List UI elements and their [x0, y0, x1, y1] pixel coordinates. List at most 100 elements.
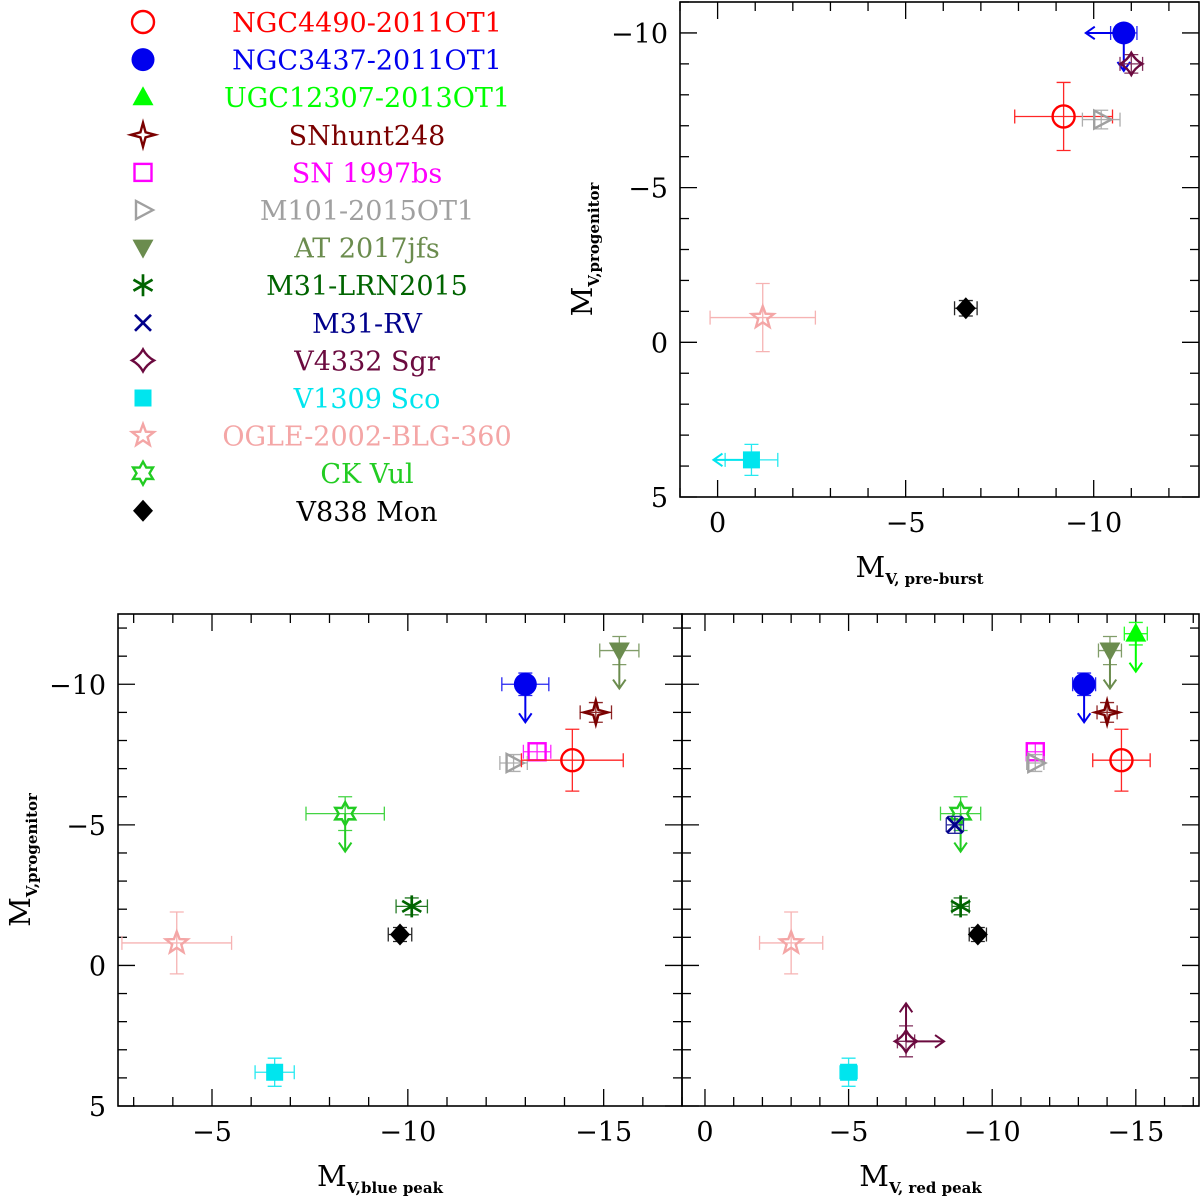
legend-item-ngc4490-2011ot1: NGC4490-2011OT1: [130, 8, 502, 39]
y-error-bar: [565, 728, 580, 792]
legend-item-m31-rv: M31-RV: [134, 309, 422, 340]
y-error-bar: [755, 282, 770, 353]
marker-ngc3437-2011ot1: [1112, 21, 1136, 45]
legend-item-m31-lrn2015: M31-LRN2015: [132, 271, 468, 302]
y-error-bar: [1114, 728, 1129, 792]
panel-pre-burst: 0 −5 −10 5 0 −5 −10 MV, pre-burst MV,progenitor: [565, 1, 1200, 588]
panel-red-peak: 0 −5 −10 −15 MV, red peak: [681, 613, 1200, 1197]
legend-label-v838-mon: V838 Mon: [296, 497, 438, 528]
y-tick-label: 0: [89, 951, 106, 982]
data-point-v1309-sco: [711, 443, 779, 476]
legend-marker-at-2017jfs: [132, 239, 154, 259]
legend-marker-v838-mon: [133, 499, 153, 522]
data-point-ngc3437-2011ot1: [1071, 672, 1097, 725]
y-tick-label: −10: [611, 19, 668, 50]
data-point-ngc4490-2011ot1: [520, 728, 624, 792]
panel-blue-peak: −5 −10 −15 5 0 −5 −10 MV,blue peak MV,progenitor: [3, 613, 683, 1197]
axis-ticks: [679, 1, 1199, 498]
legend-label-ck-vul: CK Vul: [320, 459, 413, 490]
limit-arrow-up: [898, 1001, 914, 1042]
x-tick-label: −5: [192, 1117, 232, 1148]
data-point-m101-2015ot1: [1026, 752, 1048, 774]
marker-v1309-sco: [840, 1063, 858, 1081]
y-axis-title: MV,progenitor: [3, 792, 41, 927]
legend-item-v4332-sgr: V4332 Sgr: [129, 346, 440, 377]
marker-snhunt248: [579, 695, 613, 730]
legend-marker-ngc4490-2011ot1: [130, 9, 156, 35]
data-point-v838-mon: [967, 923, 988, 946]
marker-ugc12307-2013ot1: [1125, 622, 1147, 642]
x-tick-label: −5: [829, 1117, 869, 1148]
marker-ngc4490-2011ot1: [560, 747, 585, 773]
data-point-m31-lrn2015: [950, 895, 971, 918]
data-point-v838-mon: [953, 297, 978, 320]
data-point-ck-vul: [305, 796, 385, 854]
marker-ngc3437-2011ot1: [513, 672, 537, 696]
limit-arrow-right: [906, 1034, 946, 1049]
data-point-ogle-2002-blg-360: [758, 911, 824, 975]
x-axis-title: MV, pre-burst: [856, 550, 984, 588]
legend-marker-ogle-2002-blg-360: [128, 420, 158, 448]
x-tick-label: 0: [696, 1117, 713, 1148]
marker-ck-vul: [333, 799, 358, 828]
data-point-sn-1997bs: [522, 742, 552, 762]
marker-v838-mon: [955, 297, 976, 320]
y-error-bar: [1056, 81, 1071, 152]
y-tick-label: 5: [651, 483, 668, 514]
legend-label-m31-lrn2015: M31-LRN2015: [266, 271, 468, 302]
legend-item-at-2017jfs: AT 2017jfs: [132, 234, 440, 265]
y-axis-title: MV,progenitor: [565, 181, 603, 316]
x-tick-label: −15: [575, 1117, 632, 1148]
data-point-ogle-2002-blg-360: [709, 282, 817, 353]
x-tick-label: −10: [1065, 508, 1122, 539]
marker-v838-mon: [390, 923, 410, 946]
marker-v1309-sco: [742, 451, 760, 469]
legend-marker-ugc12307-2013ot1: [132, 86, 154, 106]
legend-item-v838-mon: V838 Mon: [133, 497, 437, 528]
marker-m101-2015ot1: [1027, 752, 1048, 774]
data-point-v838-mon: [387, 923, 413, 946]
x-axis-title: MV, red peak: [859, 1159, 982, 1197]
legend-label-v4332-sgr: V4332 Sgr: [293, 346, 440, 377]
data-point-m101-2015ot1: [499, 752, 528, 774]
y-tick-label: −10: [49, 670, 106, 701]
limit-arrow-down: [338, 813, 353, 854]
data-point-ogle-2002-blg-360: [121, 911, 233, 975]
marker-ogle-2002-blg-360: [162, 927, 191, 956]
legend-marker-v1309-sco: [134, 389, 152, 407]
marker-ngc3437-2011ot1: [1072, 672, 1096, 696]
data-point-at-2017jfs: [1097, 635, 1123, 691]
legend-marker-ck-vul: [130, 459, 156, 488]
legend-item-sn-1997bs: SN 1997bs: [133, 158, 443, 189]
legend-item-ugc12307-2013ot1: UGC12307-2013OT1: [132, 83, 510, 114]
data-point-m31-lrn2015: [395, 895, 429, 918]
marker-m31-rv: [945, 815, 964, 834]
legend-item-ngc3437-2011ot1: NGC3437-2011OT1: [131, 46, 502, 77]
marker-m31-lrn2015: [401, 895, 422, 918]
marker-v838-mon: [967, 923, 988, 946]
x-axis-title: MV,blue peak: [317, 1159, 444, 1197]
legend-label-snhunt248: SNhunt248: [289, 121, 446, 152]
legend-label-sn-1997bs: SN 1997bs: [292, 158, 443, 189]
data-point-v4332-sgr: [1117, 50, 1145, 78]
legend-marker-m31-lrn2015: [132, 274, 154, 297]
legend-item-m101-2015ot1: M101-2015OT1: [134, 196, 474, 227]
x-tick-label: 0: [709, 508, 726, 539]
x-tick-label: −10: [379, 1117, 436, 1148]
data-point-ngc4490-2011ot1: [1014, 81, 1114, 152]
x-tick-label: −5: [886, 508, 926, 539]
legend-label-ngc4490-2011ot1: NGC4490-2011OT1: [232, 8, 502, 39]
legend-marker-snhunt248: [126, 118, 160, 152]
marker-ngc4490-2011ot1: [1109, 747, 1134, 773]
legend-marker-v4332-sgr: [129, 346, 157, 374]
marker-at-2017jfs: [608, 642, 630, 662]
legend-label-v1309-sco: V1309 Sco: [293, 384, 441, 415]
data-point-at-2017jfs: [599, 635, 640, 691]
data-point-m101-2015ot1: [1081, 108, 1121, 131]
y-tick-label: 5: [89, 1092, 106, 1123]
legend-item-ck-vul: CK Vul: [130, 459, 414, 490]
data-point-snhunt248: [579, 695, 613, 730]
y-error-bar: [169, 911, 184, 975]
y-tick-label: 0: [651, 328, 668, 359]
